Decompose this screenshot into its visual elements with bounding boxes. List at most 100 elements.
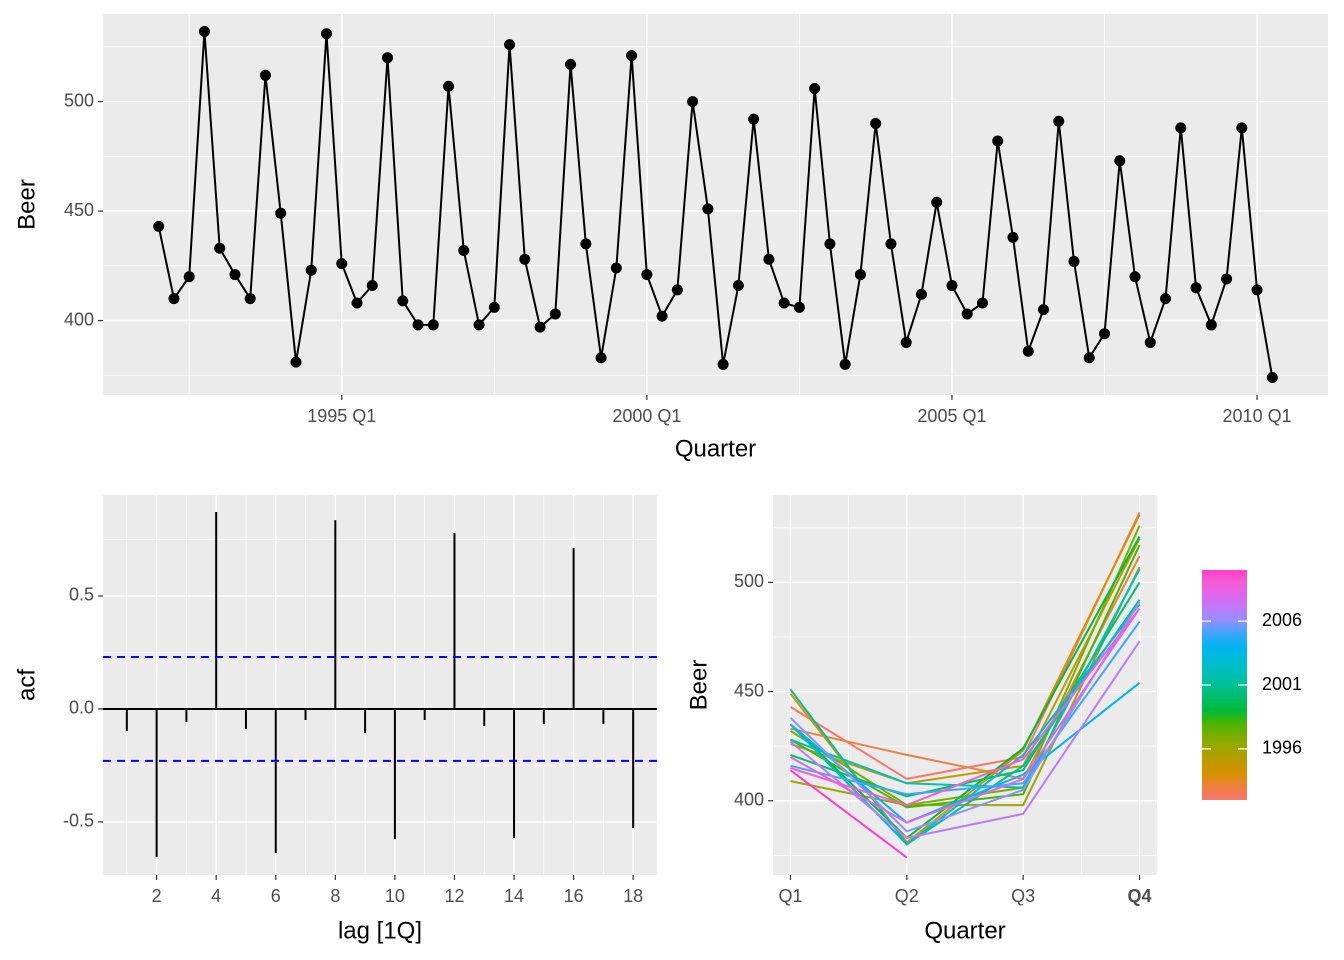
data-point	[214, 242, 226, 254]
data-point	[763, 253, 775, 265]
data-point	[854, 269, 866, 281]
data-point	[1083, 352, 1095, 364]
data-point	[458, 244, 470, 256]
x-tick-label: Q1	[778, 886, 802, 906]
x-tick-label: Q4	[1128, 886, 1152, 906]
data-point	[656, 310, 668, 322]
data-point	[1053, 115, 1065, 127]
y-tick-label: 0.0	[69, 698, 94, 718]
data-point	[488, 301, 500, 313]
y-tick-label: 500	[734, 571, 764, 591]
data-point	[1022, 345, 1034, 357]
data-point	[366, 280, 378, 292]
data-point	[793, 301, 805, 313]
series-line	[789, 769, 908, 859]
data-point	[1099, 328, 1111, 340]
y-tick-label: 400	[64, 309, 94, 329]
series-line	[790, 607, 1141, 807]
data-point	[778, 297, 790, 309]
x-tick-label: 16	[564, 886, 584, 906]
data-point	[1144, 336, 1156, 348]
data-point	[1037, 304, 1049, 316]
x-tick-label: 2	[152, 886, 162, 906]
data-point	[976, 297, 988, 309]
data-point	[473, 319, 485, 331]
data-point	[717, 358, 729, 370]
data-point	[870, 117, 882, 129]
y-tick-label: 0.5	[69, 585, 94, 605]
colorbar-label: 2006	[1262, 610, 1302, 630]
data-point	[824, 238, 836, 250]
data-point	[519, 253, 531, 265]
x-tick-label: 2000 Q1	[612, 406, 681, 426]
x-tick-label: 6	[271, 886, 281, 906]
data-point	[839, 358, 851, 370]
x-tick-label: Q2	[895, 886, 919, 906]
data-point	[702, 203, 714, 215]
y-axis-title: Beer	[685, 660, 712, 711]
colorbar-label: 1996	[1262, 738, 1302, 758]
data-point	[244, 293, 256, 305]
x-tick-label: 1995 Q1	[307, 406, 376, 426]
data-point	[275, 207, 287, 219]
colorbar-label: 2001	[1262, 674, 1302, 694]
data-point	[641, 269, 653, 281]
data-point	[1007, 231, 1019, 243]
data-point	[382, 52, 394, 64]
data-point	[198, 26, 210, 38]
x-tick-label: 2010 Q1	[1223, 406, 1292, 426]
data-point	[1221, 273, 1233, 285]
data-point	[748, 113, 760, 125]
series-line	[157, 31, 1274, 378]
x-tick-label: 4	[211, 886, 221, 906]
data-point	[1129, 271, 1141, 283]
data-point	[915, 288, 927, 300]
data-point	[809, 82, 821, 94]
series-line	[790, 621, 1141, 796]
data-point	[397, 295, 409, 307]
data-point	[885, 238, 897, 250]
data-point	[259, 69, 271, 81]
data-point	[168, 293, 180, 305]
data-point	[626, 50, 638, 62]
data-point	[320, 28, 332, 40]
x-tick-label: 2005 Q1	[917, 406, 986, 426]
data-point	[1190, 282, 1202, 294]
data-point	[504, 39, 516, 51]
data-point	[1251, 284, 1263, 296]
data-point	[992, 135, 1004, 147]
data-point	[900, 336, 912, 348]
y-tick-label: -0.5	[63, 811, 94, 831]
data-point	[305, 264, 317, 276]
data-point	[1068, 255, 1080, 267]
data-point	[1175, 122, 1187, 134]
x-tick-label: 14	[504, 886, 524, 906]
data-point	[1114, 155, 1126, 167]
series-line	[789, 603, 1141, 846]
data-point	[565, 58, 577, 70]
data-point	[732, 280, 744, 292]
data-point	[595, 352, 607, 364]
y-axis-title: Beer	[13, 179, 40, 230]
y-tick-label: 450	[64, 200, 94, 220]
data-point	[961, 308, 973, 320]
series-line	[789, 607, 1141, 824]
panel-background	[103, 14, 1328, 395]
series-line	[789, 536, 1141, 840]
data-point	[290, 356, 302, 368]
data-point	[427, 319, 439, 331]
data-point	[153, 220, 165, 232]
data-point	[336, 258, 348, 270]
data-point	[443, 80, 455, 92]
x-tick-label: 8	[330, 886, 340, 906]
data-point	[946, 280, 958, 292]
x-tick-label: 18	[623, 886, 643, 906]
data-point	[687, 96, 699, 108]
y-axis-title: acf	[13, 669, 40, 701]
y-tick-label: 500	[64, 90, 94, 110]
y-tick-label: 400	[734, 789, 764, 809]
data-point	[931, 196, 943, 208]
data-point	[183, 271, 195, 283]
data-point	[671, 284, 683, 296]
data-point	[1266, 371, 1278, 383]
